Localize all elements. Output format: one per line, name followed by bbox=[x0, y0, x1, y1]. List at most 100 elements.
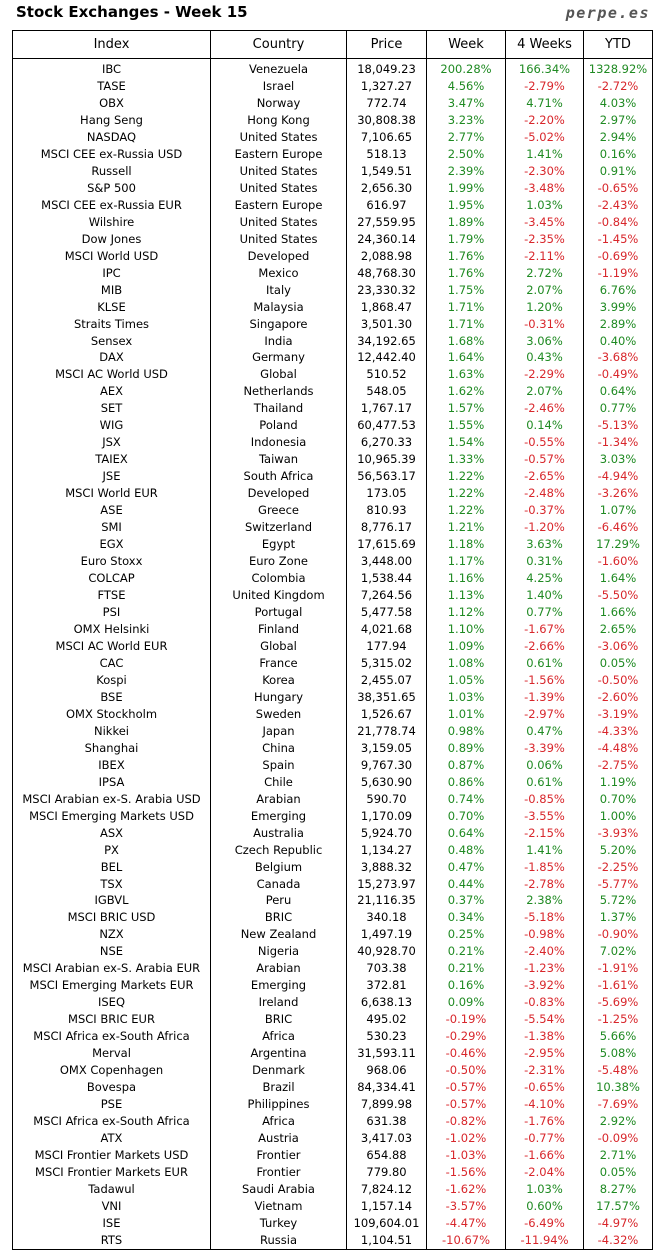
country-cell: France bbox=[259, 655, 298, 670]
ytd-cell: 8.27% bbox=[599, 1181, 637, 1196]
index-cell: OMX Copenhagen bbox=[59, 1063, 164, 1078]
index-cell: OMX Stockholm bbox=[65, 706, 158, 721]
index-cell: TAIEX bbox=[95, 452, 128, 467]
week-cell: 0.64% bbox=[447, 825, 485, 840]
country-cell: Portugal bbox=[254, 605, 303, 619]
ytd-cell: 2.71% bbox=[599, 1148, 637, 1162]
week-cell: 1.63% bbox=[447, 367, 485, 382]
index-cell: NASDAQ bbox=[86, 129, 137, 144]
4-weeks-cell: -2.04% bbox=[524, 1164, 565, 1179]
4-weeks-cell: 1.20% bbox=[526, 299, 563, 314]
4-weeks-cell: -1.76% bbox=[524, 1114, 565, 1129]
ytd-cell: -6.46% bbox=[597, 520, 639, 535]
4-weeks-cell: 0.06% bbox=[526, 757, 563, 772]
week-cell: 0.86% bbox=[447, 774, 485, 789]
price-cell: 1,104.51 bbox=[360, 1232, 413, 1247]
price-cell: 654.88 bbox=[366, 1148, 407, 1162]
column-price: 18,049.23 1,327.27 772.74 30,808.38 7,106.65… bbox=[347, 59, 427, 1249]
4-weeks-cell: -2.78% bbox=[524, 876, 565, 891]
country-cell: United States bbox=[239, 163, 318, 178]
index-cell: MIB bbox=[100, 282, 123, 297]
index-cell: MSCI AC World EUR bbox=[55, 638, 168, 653]
index-cell: VNI bbox=[101, 1198, 122, 1213]
week-cell: 1.33% bbox=[447, 452, 485, 467]
price-cell: 1,538.44 bbox=[360, 571, 413, 586]
country-cell: Developed bbox=[247, 248, 310, 263]
week-cell: 1.03% bbox=[447, 689, 485, 704]
4-weeks-cell: -5.02% bbox=[524, 129, 565, 144]
4-weeks-cell: -3.48% bbox=[524, 180, 565, 195]
index-cell: Russell bbox=[91, 163, 132, 178]
ytd-cell: 5.20% bbox=[599, 842, 637, 857]
ytd-cell: -2.25% bbox=[597, 859, 639, 874]
ytd-cell: 7.02% bbox=[599, 944, 637, 959]
ytd-cell: 0.40% bbox=[599, 333, 637, 348]
index-cell: Sensex bbox=[90, 333, 133, 348]
index-cell: Wilshire bbox=[88, 214, 135, 229]
ytd-cell: -7.69% bbox=[597, 1097, 639, 1112]
week-cell: 1.05% bbox=[447, 672, 485, 687]
country-cell: Mexico bbox=[258, 265, 299, 280]
country-cell: Global bbox=[260, 638, 297, 653]
week-cell: 0.34% bbox=[447, 910, 485, 925]
4-weeks-cell: -1.20% bbox=[524, 520, 565, 535]
price-cell: 340.18 bbox=[366, 910, 407, 925]
country-cell: Brazil bbox=[262, 1080, 295, 1095]
4-weeks-cell: 1.41% bbox=[526, 842, 563, 857]
column-ytd: 1328.92% -2.72% 4.03% 2.97% 2.94% 0.16% 0.91% -… bbox=[584, 59, 652, 1249]
brand-logo: perpe.es bbox=[565, 4, 650, 22]
week-cell: -0.57% bbox=[445, 1080, 487, 1095]
week-cell: 1.13% bbox=[447, 588, 485, 603]
4-weeks-cell: -0.31% bbox=[524, 316, 565, 331]
week-cell: 0.47% bbox=[447, 859, 485, 874]
country-cell: Belgium bbox=[254, 859, 303, 874]
4-weeks-cell: 2.07% bbox=[526, 384, 563, 399]
4-weeks-cell: 0.60% bbox=[526, 1198, 563, 1213]
week-cell: 1.76% bbox=[447, 248, 485, 263]
price-cell: 4,021.68 bbox=[360, 621, 413, 636]
country-cell: New Zealand bbox=[240, 927, 317, 942]
4-weeks-cell: -1.66% bbox=[524, 1148, 565, 1162]
index-cell: Nikkei bbox=[94, 723, 129, 738]
index-cell: PX bbox=[104, 842, 119, 857]
week-cell: -1.03% bbox=[445, 1148, 487, 1162]
ytd-cell: 2.94% bbox=[599, 129, 637, 144]
4-weeks-cell: -3.45% bbox=[524, 214, 565, 229]
price-cell: 27,559.95 bbox=[357, 214, 416, 229]
ytd-cell: -1.61% bbox=[597, 978, 639, 993]
country-cell: Poland bbox=[259, 418, 298, 433]
price-cell: 15,273.97 bbox=[357, 876, 416, 891]
country-cell: Netherlands bbox=[243, 384, 314, 399]
4-weeks-cell: -2.20% bbox=[524, 112, 565, 127]
index-cell: RTS bbox=[100, 1232, 123, 1247]
index-cell: Straits Times bbox=[73, 316, 150, 331]
ytd-cell: 0.05% bbox=[599, 1164, 637, 1179]
4-weeks-cell: -0.77% bbox=[524, 1131, 565, 1146]
4-weeks-cell: -2.29% bbox=[524, 367, 565, 382]
index-cell: NSE bbox=[99, 944, 124, 959]
week-cell: 0.87% bbox=[447, 757, 485, 772]
price-cell: 34,192.65 bbox=[357, 333, 416, 348]
week-cell: 2.50% bbox=[447, 146, 485, 161]
index-cell: MSCI World USD bbox=[64, 248, 159, 263]
price-cell: 177.94 bbox=[366, 638, 407, 653]
price-cell: 21,116.35 bbox=[357, 893, 416, 908]
ytd-cell: -0.49% bbox=[597, 367, 639, 382]
ytd-cell: 0.70% bbox=[599, 791, 637, 806]
country-cell: Egypt bbox=[261, 537, 296, 552]
price-cell: 7,824.12 bbox=[360, 1181, 413, 1196]
index-cell: BEL bbox=[100, 859, 123, 874]
ytd-cell: 5.72% bbox=[599, 893, 637, 908]
week-cell: -1.02% bbox=[445, 1131, 487, 1146]
week-cell: 1.22% bbox=[447, 469, 485, 484]
index-cell: MSCI Arabian ex-S. Arabia USD bbox=[22, 791, 201, 806]
index-cell: S&P 500 bbox=[87, 180, 136, 195]
ytd-cell: 1328.92% bbox=[588, 62, 648, 76]
price-cell: 109,604.01 bbox=[353, 1215, 420, 1230]
country-cell: Emerging bbox=[250, 808, 307, 823]
country-cell: Hungary bbox=[253, 689, 304, 704]
week-cell: 1.16% bbox=[447, 571, 485, 586]
week-cell: 0.44% bbox=[447, 876, 485, 891]
price-cell: 10,965.39 bbox=[357, 452, 416, 467]
index-cell: FTSE bbox=[97, 588, 126, 603]
